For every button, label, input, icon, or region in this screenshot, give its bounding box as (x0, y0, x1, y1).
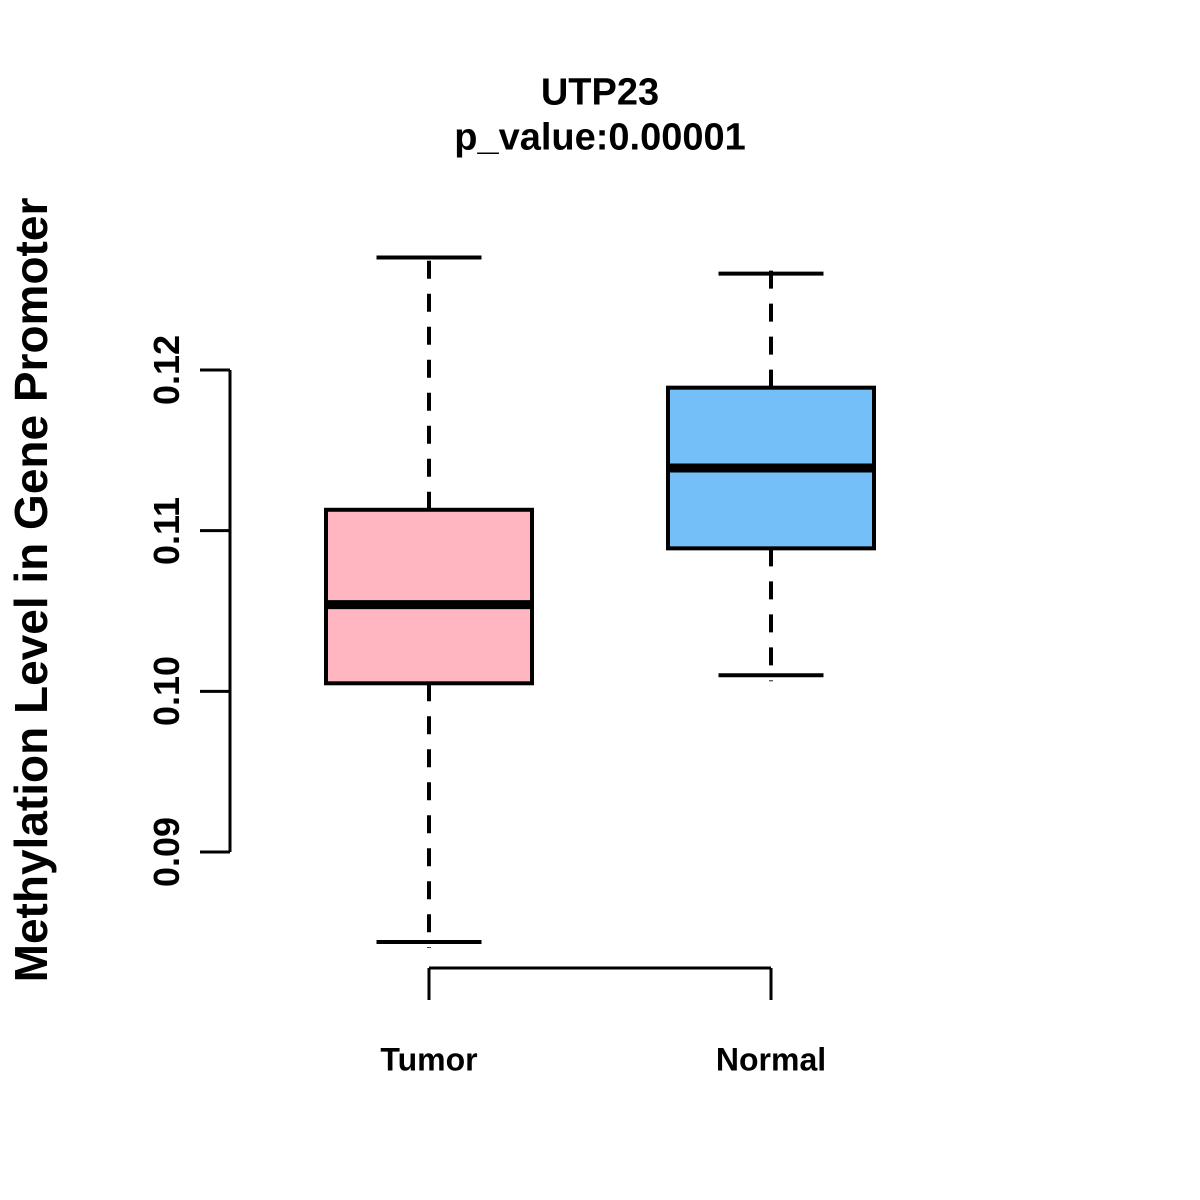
y-tick-label: 0.09 (146, 816, 187, 888)
y-tick-label: 0.12 (146, 334, 187, 406)
y-tick-label: 0.11 (146, 496, 187, 565)
chart-title: UTP23 (540, 71, 660, 114)
category-label-normal: Normal (715, 1041, 827, 1078)
category-label-tumor: Tumor (380, 1041, 478, 1078)
y-axis-label: Methylation Level in Gene Promoter (5, 197, 57, 983)
y-tick-label: 0.10 (146, 656, 187, 727)
tumor-box (324, 507, 534, 686)
chart-subtitle: p_value:0.00001 (454, 116, 746, 159)
